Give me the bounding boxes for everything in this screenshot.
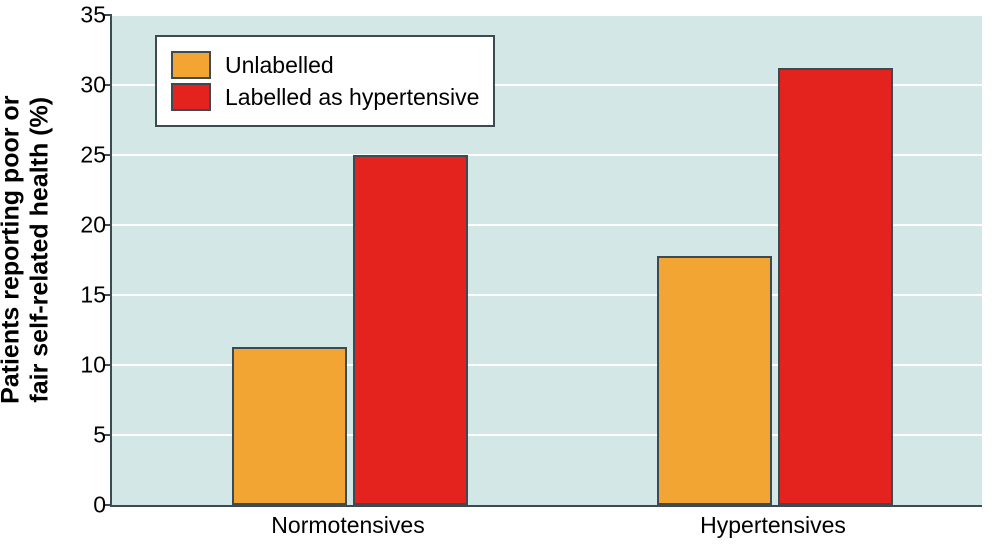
y-tick-label: 15 bbox=[66, 282, 106, 309]
y-tick-label: 0 bbox=[66, 492, 106, 519]
bar bbox=[232, 347, 347, 505]
y-tick-label: 35 bbox=[66, 2, 106, 29]
legend: Unlabelled Labelled as hypertensive bbox=[155, 35, 495, 127]
legend-item: Unlabelled bbox=[171, 51, 479, 79]
legend-swatch bbox=[171, 51, 211, 79]
legend-label: Labelled as hypertensive bbox=[225, 84, 479, 111]
y-axis-label-line1: Patients reporting poor or bbox=[0, 96, 24, 404]
legend-item: Labelled as hypertensive bbox=[171, 83, 479, 111]
bar bbox=[353, 155, 468, 505]
y-tick-label: 25 bbox=[66, 142, 106, 169]
y-tick-label: 5 bbox=[66, 422, 106, 449]
y-tick-label: 10 bbox=[66, 352, 106, 379]
x-category-label: Normotensives bbox=[271, 512, 424, 539]
legend-label: Unlabelled bbox=[225, 52, 334, 79]
bar-chart: Patients reporting poor or fair self-rel… bbox=[0, 0, 1004, 554]
y-axis-label: Patients reporting poor or fair self-rel… bbox=[0, 0, 50, 500]
bar bbox=[657, 256, 772, 505]
x-category-label: Hypertensives bbox=[700, 512, 846, 539]
y-tick-label: 20 bbox=[66, 212, 106, 239]
grid-line bbox=[112, 14, 982, 16]
bar bbox=[778, 68, 893, 505]
y-axis-label-line2: fair self-related health (%) bbox=[25, 97, 53, 403]
y-tick-label: 30 bbox=[66, 72, 106, 99]
legend-swatch bbox=[171, 83, 211, 111]
